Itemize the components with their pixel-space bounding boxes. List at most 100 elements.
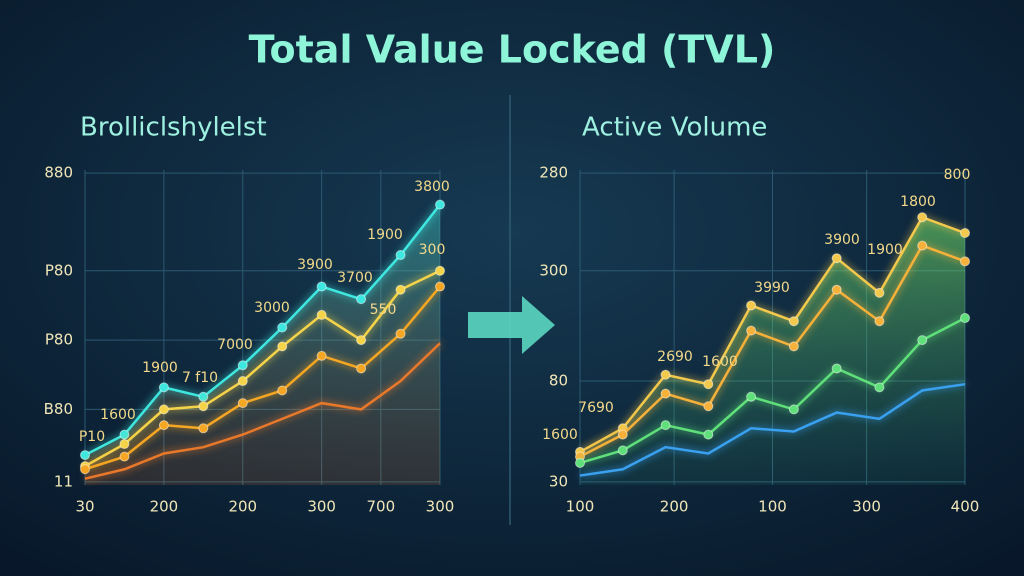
- point: [874, 382, 885, 393]
- point: [316, 350, 327, 361]
- x-tick-label: 300: [426, 498, 455, 516]
- x-tick-label: 200: [660, 498, 689, 516]
- y-tick-label: 280: [539, 164, 568, 182]
- arrow: [468, 296, 555, 354]
- annotation: 3900: [297, 257, 333, 273]
- point: [746, 300, 757, 311]
- point: [435, 199, 445, 210]
- point: [198, 401, 209, 412]
- point: [158, 404, 169, 415]
- point: [703, 401, 714, 412]
- point: [198, 391, 209, 402]
- point: [237, 360, 248, 371]
- point: [395, 328, 406, 339]
- main-title: Total Value Locked (TVL): [249, 28, 776, 72]
- point: [917, 240, 928, 251]
- line: [84, 203, 441, 457]
- x-tick-label: 300: [307, 498, 336, 516]
- line: [579, 382, 966, 477]
- point: [277, 385, 288, 396]
- y-tick-label: 880: [44, 164, 73, 182]
- y-tick-label: B80: [44, 400, 73, 418]
- point: [119, 429, 130, 440]
- x-tick-label: 200: [150, 498, 179, 516]
- point: [703, 379, 714, 390]
- point: [874, 287, 885, 298]
- point: [356, 363, 367, 374]
- point: [316, 309, 327, 320]
- annotation: 1800: [900, 194, 936, 210]
- point: [277, 322, 288, 333]
- point: [277, 341, 288, 352]
- annotation: 1900: [142, 360, 178, 376]
- point: [80, 450, 90, 461]
- annotation: 1900: [867, 242, 903, 258]
- line: [579, 215, 966, 454]
- point: [356, 294, 367, 305]
- annotation: 3900: [824, 232, 860, 248]
- point: [660, 388, 671, 399]
- point: [158, 382, 169, 393]
- point: [874, 316, 885, 327]
- point: [237, 398, 248, 409]
- point: [356, 335, 367, 346]
- point: [435, 281, 445, 292]
- annotation: 3000: [254, 300, 290, 316]
- annotation: 3990: [754, 280, 790, 296]
- point: [316, 281, 327, 292]
- annotation: 7 f10: [182, 370, 218, 386]
- point: [917, 335, 928, 346]
- line: [579, 244, 966, 458]
- point: [617, 445, 628, 456]
- line: [579, 316, 966, 465]
- point: [617, 429, 628, 440]
- point: [788, 404, 799, 415]
- point: [746, 325, 757, 336]
- line: [84, 269, 441, 468]
- annotation: 300: [419, 242, 446, 258]
- annotation: 550: [370, 302, 397, 318]
- annotation: 3700: [337, 270, 373, 286]
- x-tick-label: 100: [566, 498, 595, 516]
- point: [960, 256, 970, 267]
- point: [237, 376, 248, 387]
- annotation: P10: [79, 429, 105, 445]
- point: [660, 369, 671, 380]
- y-tick-label: 11: [54, 472, 73, 490]
- chart-subtitle: Brolliclshylelst: [80, 113, 267, 143]
- point: [198, 423, 209, 434]
- chart-subtitle: Active Volume: [582, 113, 767, 143]
- annotation: 800: [944, 167, 971, 183]
- y-tick-label: 30: [549, 472, 568, 490]
- area: [85, 204, 440, 485]
- annotation: 7690: [578, 400, 614, 416]
- point: [788, 316, 799, 327]
- y-tick-label: P80: [45, 261, 73, 279]
- point: [158, 420, 169, 431]
- x-tick-label: 100: [758, 498, 787, 516]
- x-tick-label: 200: [228, 498, 257, 516]
- annotation: 3800: [414, 179, 450, 195]
- point: [917, 212, 928, 223]
- x-tick-label: 300: [852, 498, 881, 516]
- point: [831, 253, 842, 264]
- annotation: 1900: [367, 227, 403, 243]
- line: [84, 285, 441, 471]
- point: [788, 341, 799, 352]
- point: [575, 457, 585, 468]
- point: [960, 228, 970, 238]
- x-tick-label: 400: [951, 498, 980, 516]
- point: [831, 363, 842, 374]
- point: [435, 265, 445, 276]
- y-tick-label: 80: [549, 372, 568, 390]
- line: [84, 342, 441, 480]
- annotation: 1600: [542, 427, 578, 443]
- point: [395, 250, 406, 261]
- x-tick-label: 30: [75, 498, 94, 516]
- annotation: 1600: [702, 354, 738, 370]
- point: [703, 429, 714, 440]
- point: [395, 284, 406, 295]
- annotation: 7000: [217, 337, 253, 353]
